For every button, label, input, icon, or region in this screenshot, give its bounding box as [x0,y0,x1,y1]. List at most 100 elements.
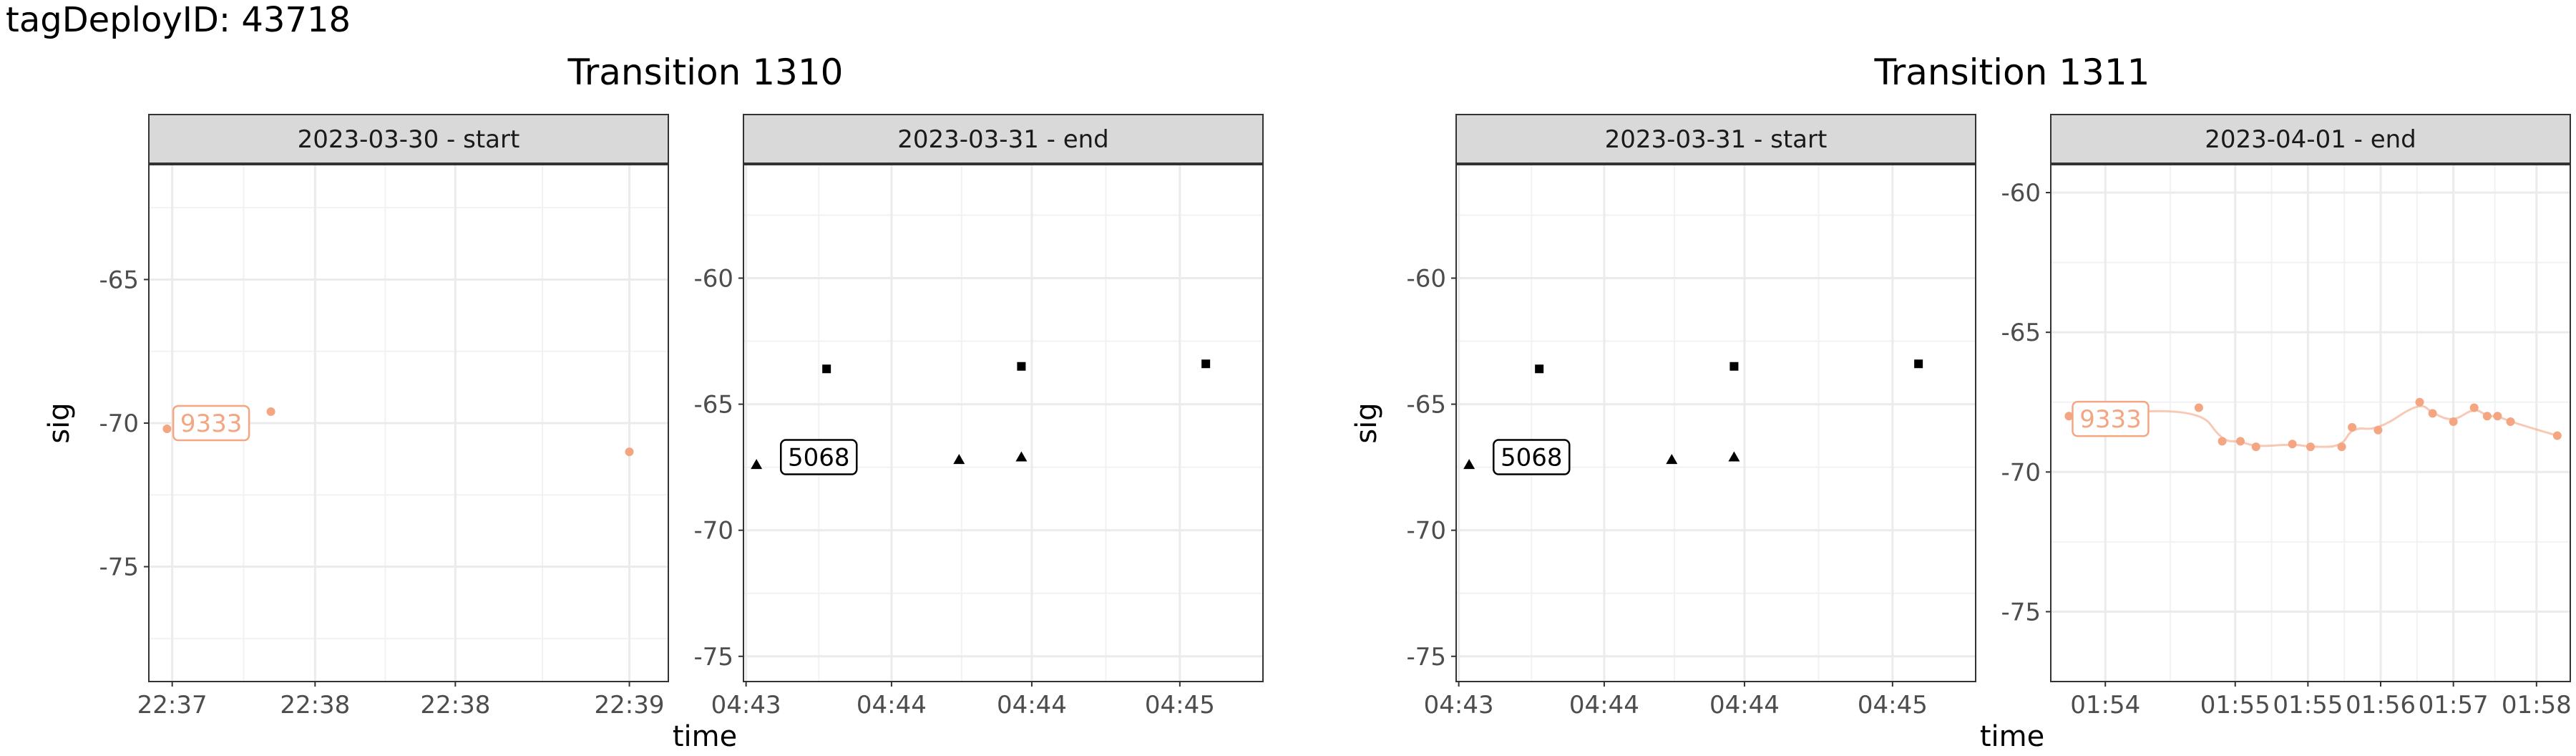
y-tick-label: -60 [2001,179,2041,208]
facet-label: 2023-03-30 - start [298,125,520,154]
point-label: 9333 [180,410,243,438]
facet-label: 2023-03-31 - start [1605,125,1828,154]
series-1 [162,407,634,457]
x-axis-title: time [673,720,737,753]
y-tick-label: -75 [693,643,733,672]
x-tick-label: 01:56 [2346,691,2416,719]
data-point [1535,364,1544,374]
panel-border [743,164,1264,682]
x-tick-label: 04:45 [1858,691,1928,719]
panel-border [2050,164,2571,682]
facet-strip [743,114,1264,164]
data-point [2337,442,2346,452]
x-tick-label: 22:37 [137,691,208,719]
data-point [953,454,965,465]
y-tick-label: -75 [2001,598,2041,626]
facet-label: 2023-04-01 - end [2205,125,2416,154]
data-point [1666,454,1678,465]
y-tick-label: -60 [1406,264,1446,293]
point-label: 9333 [2079,405,2142,434]
y-tick-label: -70 [2001,458,2041,487]
plot-panel [1456,165,1976,682]
x-axis-title: time [1980,720,2044,753]
data-point [2449,417,2458,427]
data-point [2428,409,2437,418]
y-tick-label: -60 [693,264,733,293]
data-point [1729,362,1739,371]
point-label-box [780,439,858,475]
data-point [162,425,172,434]
panel-border [1455,164,1976,682]
panel-2: 2023-03-31 - end -60 -65 -70 -75 04:43 04:44 04… [673,114,1264,753]
data-point [1914,359,1923,369]
x-tick-label: 04:44 [1709,691,1780,719]
y-tick-label: -65 [2001,319,2041,347]
y-tick-label: -75 [1406,643,1446,672]
x-tick-label: 04:43 [711,691,781,719]
x-tick-label: 04:44 [997,691,1067,719]
data-point [2194,403,2203,412]
data-point [2373,425,2383,435]
figure-title: tagDeployID: 43718 [6,0,351,40]
y-tick-label: -65 [693,391,733,420]
x-tick-label: 01:55 [2273,691,2343,719]
point-label: 5068 [1501,444,1563,472]
series-1 [1535,359,1923,374]
x-tick-label: 22:38 [420,691,490,719]
transition-title: Transition 1310 [567,52,844,93]
data-point [822,364,831,374]
point-label-box [2072,400,2150,437]
x-tick-label: 22:38 [280,691,350,719]
y-tick-label: -65 [1406,391,1446,420]
data-point [625,447,634,457]
data-point [1728,451,1740,462]
series-2 [751,451,1028,470]
series-2 [1463,451,1740,470]
point-label-box [172,404,250,442]
data-point [1017,362,1026,371]
x-tick-label: 01:57 [2419,691,2489,719]
data-point [2552,431,2562,440]
data-point [1463,459,1475,470]
y-tick-label: -65 [99,266,139,294]
data-point [2235,437,2245,446]
facet-strip [1455,114,1976,164]
facet-strip [2050,114,2571,164]
x-tick-label: 01:54 [2070,691,2140,719]
y-axis-title: sig [43,402,76,443]
data-point [2348,422,2357,432]
transition-title: Transition 1311 [1874,52,2150,93]
point-label-box [1493,439,1571,475]
data-point [2218,437,2227,446]
x-tick-label: 01:58 [2502,691,2572,719]
data-point [2506,417,2515,427]
facet-label: 2023-03-31 - end [897,125,1109,154]
y-tick-label: -70 [693,517,733,546]
data-point [2288,440,2297,449]
data-point [2415,397,2424,407]
series-1 [2064,397,2562,452]
point-label: 5068 [788,444,850,472]
x-tick-label: 04:43 [1424,691,1494,719]
panel-3: Transition 1311 2023-03-31 - start -60 -65 -… [1350,52,2150,719]
data-point [1015,451,1028,462]
x-tick-label: 04:44 [1569,691,1639,719]
plot-panel [743,165,1263,682]
facet-strip [148,114,669,164]
chart-panels: Transition 1310 2023-03-30 - start -65 -70 -… [43,52,2572,753]
data-point [751,459,763,470]
x-tick-label: 22:39 [595,691,665,719]
data-point [2469,403,2479,412]
x-tick-label: 04:44 [857,691,927,719]
data-point [1201,359,1211,369]
x-tick-label: 01:55 [2200,691,2270,719]
y-tick-label: -70 [99,410,139,438]
data-point [2306,442,2315,452]
y-axis-title: sig [1350,402,1383,443]
series-1 [822,359,1211,374]
data-point [266,407,275,416]
data-point [2493,412,2502,421]
x-tick-label: 04:45 [1145,691,1215,719]
panel-1: Transition 1310 2023-03-30 - start -65 -70 -… [43,52,843,719]
